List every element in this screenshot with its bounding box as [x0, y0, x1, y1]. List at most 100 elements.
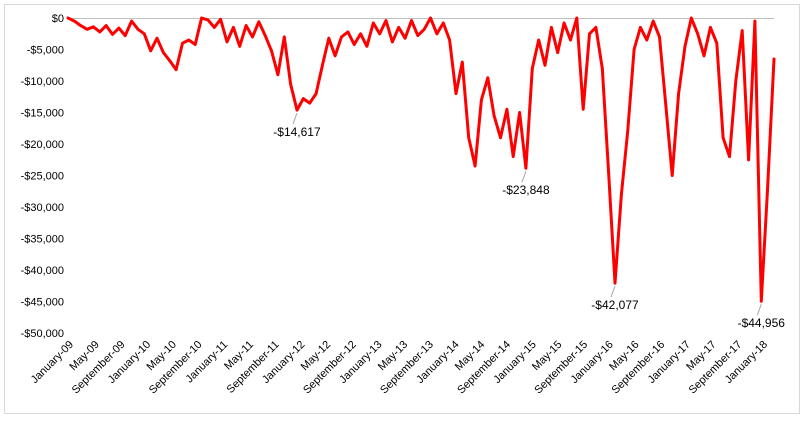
series-layer: [66, 16, 776, 303]
data-point: [696, 32, 699, 36]
data-point: [111, 33, 114, 36]
data-point: [213, 26, 216, 29]
data-point: [238, 45, 241, 48]
data-point: [480, 98, 483, 102]
data-point: [442, 21, 445, 25]
data-point: [225, 40, 229, 44]
data-point: [518, 111, 521, 114]
data-point: [73, 19, 76, 23]
data-point: [422, 28, 426, 31]
data-point: [588, 32, 591, 36]
data-point: [168, 59, 172, 63]
y-tick-label: -$10,000: [21, 76, 64, 88]
data-point: [486, 76, 490, 80]
data-point: [626, 130, 629, 133]
data-point: [321, 64, 324, 67]
data-point: [511, 155, 515, 158]
data-point: [79, 24, 82, 27]
data-point: [435, 32, 439, 36]
data-point: [524, 166, 528, 170]
data-point: [569, 38, 572, 42]
data-point: [639, 26, 642, 29]
data-point: [492, 114, 496, 117]
y-tick-label: -$15,000: [21, 108, 64, 120]
data-point: [308, 101, 312, 105]
drawdown-series-line: [66, 16, 776, 303]
data-point: [715, 41, 719, 45]
data-point: [505, 108, 509, 111]
data-point: [130, 19, 133, 23]
y-tick-label: $0: [52, 13, 64, 25]
data-point: [734, 79, 738, 83]
y-tick-label: -$30,000: [21, 202, 64, 214]
data-label: -$44,956: [738, 316, 786, 330]
y-tick-label: -$20,000: [21, 139, 64, 151]
data-point: [581, 108, 585, 111]
data-point: [219, 18, 222, 21]
data-point: [206, 18, 210, 22]
data-point: [658, 35, 661, 39]
data-point: [766, 186, 769, 190]
data-point: [98, 30, 102, 34]
data-point: [543, 64, 547, 67]
data-point: [155, 36, 159, 40]
data-label: -$42,077: [591, 298, 639, 312]
data-point: [136, 28, 140, 31]
data-point: [149, 49, 152, 53]
data-label: -$23,848: [502, 183, 550, 197]
data-point: [174, 68, 178, 71]
data-point: [594, 26, 598, 29]
data-point: [397, 26, 401, 29]
data-point: [289, 82, 292, 86]
data-point: [556, 51, 559, 54]
data-point: [244, 24, 248, 27]
data-point: [550, 26, 553, 29]
data-point: [200, 16, 203, 20]
data-point: [181, 41, 184, 45]
data-point: [601, 67, 604, 70]
data-point: [651, 19, 655, 23]
data-point: [302, 97, 305, 100]
data-point: [562, 21, 566, 25]
data-point: [664, 104, 668, 108]
y-tick-label: -$40,000: [21, 265, 64, 277]
data-point: [283, 35, 286, 39]
y-tick-label: -$50,000: [21, 328, 64, 340]
data-point: [257, 20, 261, 24]
data-point: [473, 164, 477, 168]
data-point: [632, 48, 636, 51]
data-point: [365, 45, 369, 48]
data-point: [340, 35, 343, 39]
data-point: [327, 36, 331, 40]
data-point: [104, 24, 108, 27]
data-point: [721, 136, 725, 139]
data-point: [683, 45, 687, 48]
data-point: [117, 26, 121, 30]
data-point: [461, 60, 464, 64]
y-tick-label: -$5,000: [27, 45, 64, 57]
data-point: [429, 16, 432, 20]
data-point: [772, 57, 776, 61]
data-point: [499, 136, 502, 139]
data-point: [263, 34, 267, 37]
data-point: [537, 38, 540, 42]
data-point: [85, 28, 89, 31]
data-point: [677, 92, 680, 95]
data-point: [416, 34, 420, 37]
data-point: [709, 26, 712, 29]
data-point: [747, 158, 750, 162]
data-point: [346, 30, 350, 34]
data-point: [372, 21, 375, 25]
data-point: [531, 67, 534, 70]
annotation-leader-line: [610, 285, 616, 298]
data-point: [143, 32, 146, 36]
data-point: [66, 16, 70, 20]
data-point: [123, 34, 127, 37]
data-point: [607, 171, 610, 174]
data-point: [359, 32, 362, 36]
data-point: [690, 16, 693, 20]
data-point: [391, 40, 394, 44]
data-point: [92, 25, 95, 29]
data-point: [740, 29, 744, 32]
